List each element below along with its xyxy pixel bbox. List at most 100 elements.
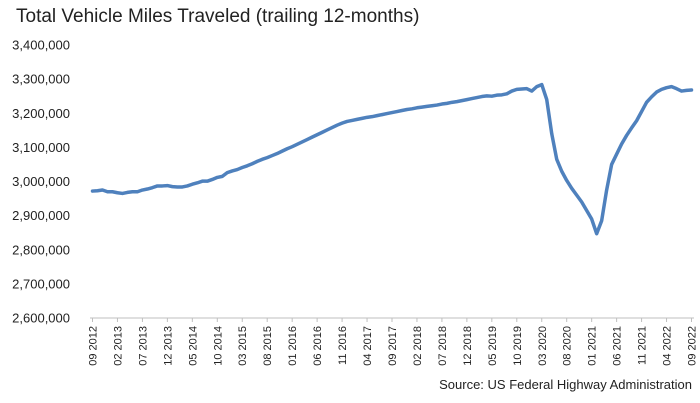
data-point bbox=[266, 156, 269, 159]
data-point bbox=[470, 97, 474, 100]
data-point bbox=[600, 219, 603, 222]
data-point bbox=[226, 171, 229, 174]
data-point bbox=[305, 138, 309, 141]
data-point bbox=[325, 128, 329, 132]
data-point bbox=[96, 189, 99, 192]
x-tick-label: 11 2021 bbox=[637, 326, 649, 365]
data-point bbox=[680, 89, 683, 93]
data-point bbox=[430, 104, 434, 107]
data-point bbox=[405, 108, 409, 111]
x-tick-label: 07 2013 bbox=[137, 326, 149, 366]
x-tick-label: 06 2016 bbox=[312, 326, 324, 366]
data-point bbox=[141, 188, 144, 192]
data-point bbox=[390, 111, 394, 114]
data-point bbox=[520, 87, 523, 91]
data-point bbox=[191, 183, 194, 186]
data-point bbox=[630, 126, 633, 130]
x-tick-label: 04 2017 bbox=[362, 326, 374, 366]
data-point bbox=[211, 178, 214, 181]
data-point bbox=[635, 119, 638, 122]
data-point bbox=[660, 88, 663, 91]
data-point bbox=[495, 93, 499, 97]
x-tick-label: 07 2018 bbox=[437, 326, 449, 366]
data-point bbox=[620, 142, 623, 146]
x-tick-label: 12 2018 bbox=[462, 326, 474, 366]
data-point bbox=[670, 85, 673, 88]
data-point bbox=[131, 190, 134, 193]
data-point bbox=[176, 185, 179, 189]
data-point bbox=[545, 98, 548, 101]
data-point bbox=[315, 133, 319, 136]
data-point bbox=[395, 110, 399, 113]
data-point bbox=[101, 188, 104, 192]
data-point bbox=[186, 184, 189, 188]
data-point bbox=[365, 116, 369, 119]
x-tick-label: 12 2013 bbox=[162, 326, 174, 366]
data-point bbox=[585, 209, 588, 212]
y-tick-label: 3,400,000 bbox=[12, 38, 70, 53]
data-point bbox=[221, 175, 224, 178]
data-point bbox=[615, 153, 618, 156]
data-point bbox=[400, 109, 404, 112]
data-point bbox=[440, 102, 444, 106]
data-point bbox=[450, 101, 454, 104]
data-point bbox=[241, 166, 244, 169]
data-point bbox=[320, 131, 324, 134]
data-point bbox=[515, 88, 518, 91]
data-point bbox=[465, 98, 469, 101]
data-point bbox=[236, 168, 239, 171]
data-point bbox=[455, 100, 459, 103]
data-point bbox=[650, 95, 653, 99]
data-point bbox=[535, 85, 538, 88]
x-tick-label: 02 2018 bbox=[412, 326, 424, 366]
data-point bbox=[505, 92, 509, 96]
data-point bbox=[256, 160, 259, 163]
y-tick-label: 2,600,000 bbox=[12, 311, 70, 326]
data-point bbox=[575, 193, 578, 197]
data-point bbox=[380, 113, 384, 116]
data-point bbox=[181, 185, 184, 189]
data-point bbox=[685, 89, 688, 92]
data-point bbox=[121, 192, 124, 195]
data-point bbox=[271, 154, 274, 157]
data-point bbox=[151, 186, 154, 189]
data-point bbox=[475, 96, 479, 99]
data-point bbox=[310, 135, 314, 139]
data-point bbox=[201, 179, 204, 183]
data-point bbox=[560, 170, 563, 173]
data-point bbox=[375, 114, 379, 117]
x-tick-label: 01 2021 bbox=[587, 326, 599, 366]
x-tick-label: 08 2015 bbox=[262, 326, 274, 366]
data-point bbox=[116, 191, 119, 194]
data-point bbox=[420, 105, 424, 109]
data-point bbox=[126, 191, 129, 194]
x-tick-label: 05 2014 bbox=[187, 326, 199, 366]
data-point bbox=[625, 134, 628, 137]
data-point bbox=[565, 179, 568, 182]
source-note: Source: US Federal Highway Administratio… bbox=[439, 377, 692, 392]
data-point bbox=[425, 105, 429, 108]
x-tick-label: 08 2020 bbox=[562, 326, 574, 366]
data-point bbox=[665, 86, 668, 89]
data-point bbox=[246, 164, 249, 167]
data-point bbox=[231, 169, 234, 173]
data-point bbox=[340, 121, 344, 125]
data-point bbox=[146, 187, 149, 191]
data-point bbox=[675, 87, 678, 90]
y-tick-label: 2,800,000 bbox=[12, 242, 70, 257]
data-point bbox=[280, 149, 284, 153]
data-point bbox=[435, 103, 439, 107]
data-point bbox=[91, 189, 94, 193]
data-point bbox=[510, 89, 513, 93]
data-point bbox=[655, 90, 658, 94]
x-tick-label: 03 2015 bbox=[237, 326, 249, 366]
x-tick-label: 06 2021 bbox=[612, 326, 624, 366]
data-point bbox=[480, 95, 484, 98]
data-point bbox=[550, 132, 553, 135]
data-point bbox=[640, 110, 643, 113]
x-tick-label: 09 2022 bbox=[687, 326, 699, 366]
data-point bbox=[360, 117, 364, 120]
data-point bbox=[595, 232, 598, 235]
data-point bbox=[330, 126, 334, 129]
